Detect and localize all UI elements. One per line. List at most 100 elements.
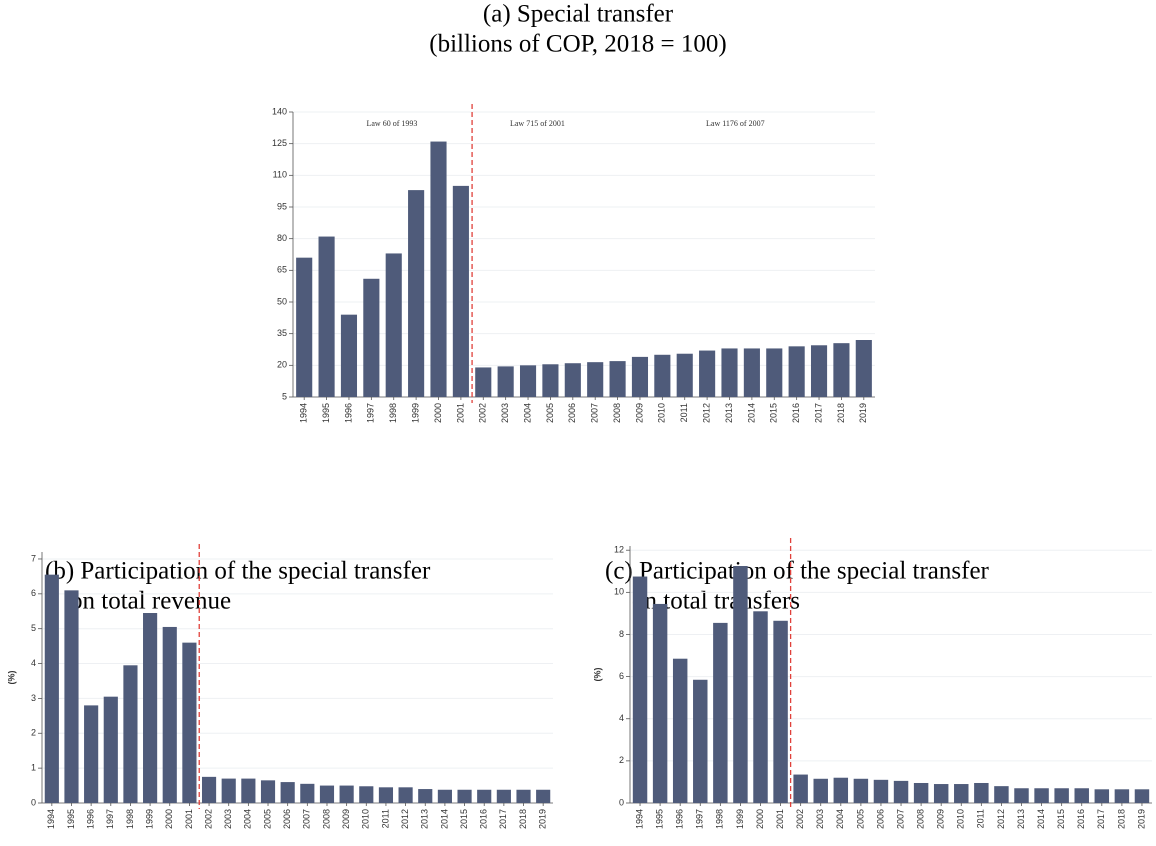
x-tick-label: 2008 <box>612 403 622 423</box>
x-tick-label: 2012 <box>701 403 711 423</box>
bar <box>1034 788 1049 803</box>
bar <box>713 622 728 803</box>
x-tick-label: 2013 <box>724 403 734 423</box>
x-tick-label: 2017 <box>498 809 508 829</box>
bar <box>833 343 850 397</box>
bar <box>201 776 217 803</box>
bar <box>766 348 783 397</box>
bar <box>536 789 551 803</box>
y-axis-label: (%) <box>6 671 16 685</box>
x-tick-label: 2006 <box>875 809 885 829</box>
x-tick-label: 2011 <box>976 809 986 828</box>
bar <box>318 236 335 397</box>
bar <box>1134 789 1150 803</box>
bar <box>893 780 909 803</box>
x-tick-label: 2003 <box>500 403 510 423</box>
x-tick-label: 2013 <box>420 809 430 829</box>
x-tick-label: 2006 <box>282 809 292 829</box>
x-tick-label: 2004 <box>243 809 253 829</box>
bar <box>753 611 768 803</box>
bar <box>64 590 79 803</box>
bar <box>296 257 313 397</box>
x-tick-label: 2018 <box>518 809 528 829</box>
y-tick-label: 35 <box>277 328 287 338</box>
x-tick-label: 2011 <box>380 809 390 828</box>
bar <box>793 774 808 803</box>
chart-title: (b) Participation of the special transfe… <box>45 558 431 585</box>
x-tick-label: 2014 <box>1036 809 1046 829</box>
y-tick-label: 1 <box>31 763 36 773</box>
x-tick-label: 2015 <box>459 809 469 829</box>
bar <box>123 665 138 803</box>
bar <box>855 340 872 397</box>
x-tick-label: 2010 <box>361 809 371 829</box>
x-tick-label: 2001 <box>455 403 465 423</box>
x-tick-label: 1997 <box>695 809 705 829</box>
x-tick-label: 1996 <box>86 809 96 829</box>
bar <box>221 778 236 803</box>
x-tick-label: 2012 <box>400 809 410 829</box>
bar <box>788 346 805 397</box>
bar <box>103 696 118 803</box>
y-tick-label: 2 <box>31 728 36 738</box>
bar <box>743 348 760 397</box>
x-tick-label: 2006 <box>567 403 577 423</box>
x-tick-label: 2009 <box>341 809 351 829</box>
x-tick-label: 1998 <box>388 403 398 423</box>
y-tick-label: 5 <box>282 391 287 401</box>
y-tick-label: 4 <box>31 658 36 668</box>
bar <box>398 787 413 803</box>
bar <box>497 366 514 397</box>
x-tick-label: 2005 <box>545 403 555 423</box>
bar <box>475 367 492 397</box>
bar <box>974 782 989 803</box>
bar <box>954 784 969 803</box>
x-tick-label: 2012 <box>996 809 1006 829</box>
x-tick-label: 1999 <box>735 809 745 829</box>
bar <box>631 356 649 397</box>
y-tick-label: 110 <box>273 170 287 180</box>
x-tick-label: 2002 <box>478 403 488 423</box>
bar <box>699 350 716 397</box>
x-tick-label: 2015 <box>1056 809 1066 829</box>
bar <box>672 658 688 803</box>
bar <box>1014 788 1029 803</box>
bar <box>833 777 849 803</box>
bar <box>1114 789 1130 803</box>
x-tick-label: 2019 <box>538 809 548 829</box>
y-tick-label: 3 <box>31 693 36 703</box>
y-tick-label: 8 <box>619 629 624 639</box>
x-tick-label: 2001 <box>184 809 194 829</box>
x-tick-label: 2013 <box>1016 809 1026 829</box>
x-tick-label: 2005 <box>855 809 865 829</box>
annotation: Law 60 of 1993 <box>366 119 417 128</box>
bar <box>873 779 889 803</box>
bar <box>733 566 748 803</box>
chart-subtitle: (billions of COP, 2018 = 100) <box>429 31 726 58</box>
bar <box>143 613 158 803</box>
bar <box>260 780 276 803</box>
y-axis-label: (%) <box>592 668 602 682</box>
x-tick-label: 2004 <box>835 809 845 829</box>
x-tick-label: 2019 <box>858 403 868 423</box>
x-tick-label: 2000 <box>433 403 443 423</box>
x-tick-label: 1995 <box>321 403 331 423</box>
x-tick-label: 1999 <box>410 403 420 423</box>
bar <box>300 783 315 803</box>
x-tick-label: 1996 <box>675 809 685 829</box>
bar <box>84 705 99 803</box>
y-tick-label: 65 <box>277 265 287 275</box>
bar <box>773 620 788 803</box>
annotation: Law 1176 of 2007 <box>706 119 765 128</box>
x-tick-label: 2010 <box>956 809 966 829</box>
bar <box>676 353 693 397</box>
bar <box>1074 788 1089 803</box>
bar <box>853 778 869 803</box>
x-tick-label: 1994 <box>46 809 56 829</box>
y-tick-label: 20 <box>277 360 287 370</box>
bar <box>813 778 828 803</box>
bar <box>994 786 1009 803</box>
annotation: Law 715 of 2001 <box>510 119 565 128</box>
x-tick-label: 1995 <box>654 809 664 829</box>
